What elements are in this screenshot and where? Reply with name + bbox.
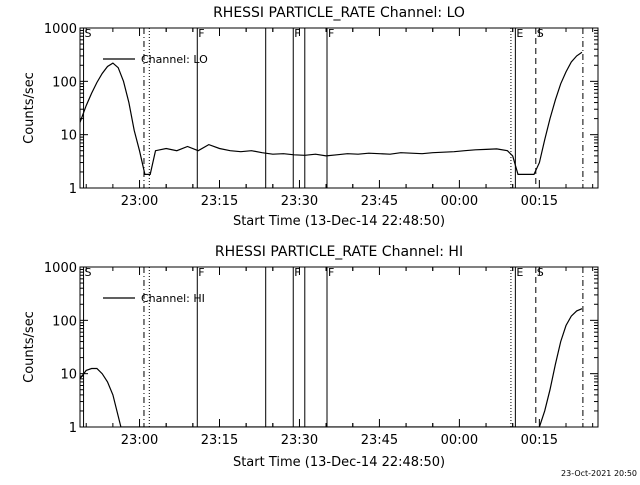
series-line: [80, 51, 583, 175]
legend-label: Channel: HI: [141, 292, 205, 305]
x-tick-label: 00:15: [521, 433, 558, 448]
x-tick-label: 23:00: [121, 194, 158, 209]
x-tick-label: 23:45: [361, 194, 398, 209]
x-tick-label: 23:15: [201, 194, 238, 209]
event-marker-label: E: [516, 27, 523, 40]
y-tick-label: 100: [52, 75, 77, 90]
x-tick-label: 23:30: [281, 194, 318, 209]
x-tick-label: 00:15: [521, 194, 558, 209]
event-marker-label: F: [294, 266, 300, 279]
x-axis-label: Start Time (13-Dec-14 22:48:50): [233, 455, 445, 470]
chart-panel-hi: RHESSI PARTICLE_RATE Channel: HI 1 10 100 10…: [22, 244, 599, 470]
event-marker-label: F: [294, 27, 300, 40]
x-tick-label: 00:00: [441, 194, 478, 209]
y-tick-label: 1000: [44, 22, 77, 37]
y-axis-label: Counts/sec: [22, 72, 37, 144]
y-tick-label: 10: [60, 368, 77, 383]
plot-frame: [79, 266, 599, 428]
x-tick-label: 23:45: [361, 433, 398, 448]
event-marker-label: S: [85, 266, 92, 279]
event-marker-label: F: [328, 27, 334, 40]
event-marker-label: S: [85, 27, 92, 40]
event-marker-label: F: [328, 266, 334, 279]
x-tick-label: 23:00: [121, 433, 158, 448]
event-marker-label: S: [537, 27, 544, 40]
event-marker-label: F: [198, 27, 204, 40]
y-tick-label: 1: [69, 182, 77, 197]
chart-title: RHESSI PARTICLE_RATE Channel: LO: [213, 5, 465, 21]
y-tick-label: 1000: [44, 261, 77, 276]
legend-label: Channel: LO: [141, 53, 208, 66]
y-tick-label: 100: [52, 314, 77, 329]
footer-timestamp: 23-Oct-2021 20:50: [561, 469, 637, 478]
series-line: [80, 308, 583, 427]
x-axis-label: Start Time (13-Dec-14 22:48:50): [233, 214, 445, 229]
x-tick-label: 23:30: [281, 433, 318, 448]
y-tick-label: 1: [69, 421, 77, 436]
chart-title: RHESSI PARTICLE_RATE Channel: HI: [215, 244, 463, 260]
y-axis-label: Counts/sec: [22, 311, 37, 383]
plot-frame: [79, 27, 599, 189]
event-marker-label: S: [537, 266, 544, 279]
x-tick-label: 23:15: [201, 433, 238, 448]
event-marker-label: F: [198, 266, 204, 279]
event-marker-label: E: [516, 266, 523, 279]
y-tick-label: 10: [60, 129, 77, 144]
chart-panel-lo: RHESSI PARTICLE_RATE Channel: LO 1 10 100 10…: [22, 5, 599, 229]
x-tick-label: 00:00: [441, 433, 478, 448]
